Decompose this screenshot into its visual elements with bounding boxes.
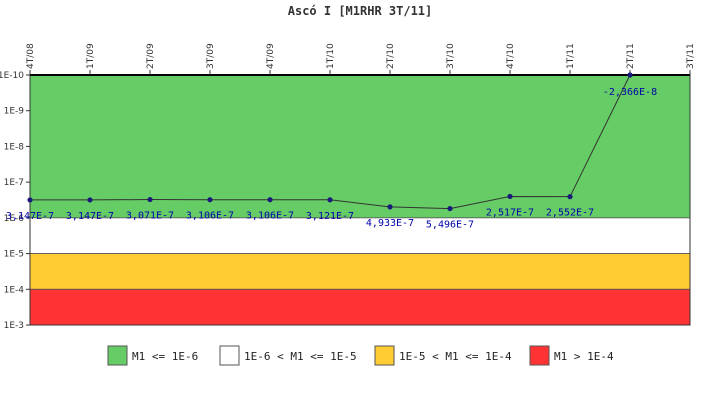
y-tick-label: 1E-4 [4, 285, 25, 295]
data-label: 3,147E-7 [66, 211, 114, 222]
band-3 [29, 288, 691, 326]
legend-swatch-0 [107, 345, 128, 366]
legend-label-1: 1E-6 < M1 <= 1E-5 [244, 350, 357, 363]
legend: M1 <= 1E-6 1E-6 < M1 <= 1E-5 1E-5 < M1 <= … [107, 345, 614, 366]
y-axis: 1E-10 1E-9 1E-8 1E-7 1E-6 1E-5 1E-4 1E-3 [0, 71, 30, 331]
y-tick-label: 1E-3 [4, 321, 24, 331]
legend-label-0: M1 <= 1E-6 [132, 350, 198, 363]
data-label: -2,366E-8 [603, 87, 657, 98]
data-point [327, 197, 333, 203]
data-point [567, 194, 573, 200]
y-tick-label: 1E-6 [4, 214, 25, 224]
data-point [387, 204, 393, 210]
x-tick-label: 4T/08 [26, 43, 36, 69]
band-1 [29, 217, 691, 254]
data-label: 5,496E-7 [426, 220, 474, 231]
series-line-group [27, 72, 633, 212]
x-tick-label: 1T/09 [86, 43, 96, 69]
data-point [87, 197, 93, 203]
x-tick-label: 3T/11 [686, 43, 696, 69]
data-label: 4,933E-7 [366, 218, 414, 229]
x-tick-label: 2T/09 [146, 43, 156, 69]
data-label: 2,517E-7 [486, 207, 534, 218]
data-point [447, 205, 453, 212]
legend-swatch-2 [374, 345, 395, 366]
x-axis: 4T/08 1T/09 2T/09 3T/09 4T/09 1T/10 2T/10 3T/10… [26, 43, 696, 75]
x-tick-label: 4T/10 [506, 43, 516, 69]
data-label: 2,552E-7 [546, 208, 594, 219]
band-0 [29, 74, 691, 219]
band-2 [29, 253, 691, 290]
data-point [507, 193, 513, 200]
x-tick-label: 4T/09 [266, 43, 276, 69]
legend-label-2: 1E-5 < M1 <= 1E-4 [399, 350, 512, 363]
legend-label-3: M1 > 1E-4 [554, 350, 614, 363]
data-label: 3,106E-7 [246, 211, 294, 222]
y-tick-label: 1E-10 [0, 71, 24, 81]
data-point [207, 197, 213, 203]
x-tick-label: 1T/11 [566, 43, 576, 69]
x-tick-label: 2T/10 [386, 43, 396, 69]
y-tick-label: 1E-8 [4, 142, 25, 152]
data-point [627, 72, 633, 78]
legend-swatch-1 [219, 345, 240, 366]
legend-swatch-3 [529, 345, 550, 366]
chart-title: Ascó I [M1RHR 3T/11] [288, 4, 433, 18]
data-label: 3,147E-7 [6, 211, 54, 222]
x-tick-label: 3T/09 [206, 43, 216, 69]
y-tick-label: 1E-5 [4, 250, 24, 260]
data-point [27, 197, 33, 203]
data-point [267, 197, 273, 203]
data-labels: 3,147E-7 3,147E-7 3,071E-7 3,106E-7 3,106E-7… [6, 87, 657, 231]
data-point [147, 196, 153, 203]
data-label: 3,106E-7 [186, 211, 234, 222]
data-label: 3,121E-7 [306, 211, 354, 222]
x-tick-label: 1T/10 [326, 43, 336, 69]
x-tick-label: 2T/11 [626, 43, 636, 69]
x-tick-label: 3T/10 [446, 43, 456, 69]
threshold-bands [29, 74, 691, 326]
y-tick-label: 1E-7 [4, 178, 24, 188]
y-tick-label: 1E-9 [4, 107, 25, 117]
data-label: 3,071E-7 [126, 211, 174, 222]
